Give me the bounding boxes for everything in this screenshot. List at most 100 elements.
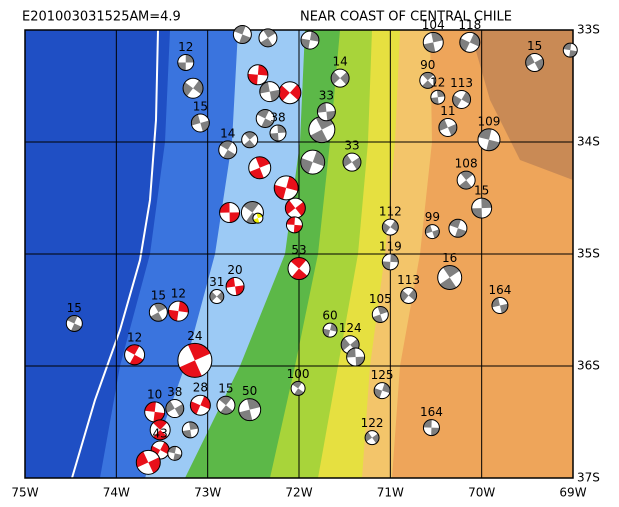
beachball-outline <box>135 449 161 475</box>
depth-label: 108 <box>455 157 478 171</box>
beachball-dilatation <box>144 410 155 422</box>
beachball-outline <box>177 53 195 71</box>
title-region: NEAR COAST OF CENTRAL CHILE <box>300 10 512 25</box>
beachball-dilatation <box>321 123 335 142</box>
depth-label: 15 <box>527 39 542 53</box>
y-tick-label: 37S <box>577 471 600 485</box>
beachball-dilatation <box>229 202 240 213</box>
beachball-dilatation <box>402 287 414 296</box>
beachball-dilatation <box>182 421 191 432</box>
beachball-dilatation <box>344 335 358 345</box>
focal-mechanism <box>422 31 444 53</box>
beachball-outline <box>290 380 306 396</box>
beachball-dilatation <box>227 142 237 155</box>
beachball-dilatation <box>225 398 235 411</box>
beachball-dilatation <box>437 96 445 105</box>
beachball-dilatation <box>488 129 500 143</box>
depth-label: 15 <box>474 184 489 198</box>
beachball-dilatation <box>150 422 161 438</box>
focal-mechanism <box>216 395 236 415</box>
depth-label: 99 <box>425 210 440 224</box>
focal-mechanism <box>177 342 213 378</box>
focal-mechanism <box>290 380 306 396</box>
focal-mechanism <box>437 265 463 291</box>
focal-mechanism <box>400 286 418 304</box>
beachball-dilatation <box>453 90 467 100</box>
depth-label: 15 <box>67 301 82 315</box>
depth-label: 12 <box>171 287 186 301</box>
depth-label: 113 <box>397 273 420 287</box>
focal-mechanism <box>373 382 391 400</box>
focal-mechanism <box>330 68 350 88</box>
beachball-dilatation <box>366 437 377 445</box>
beachball-dilatation <box>256 114 266 127</box>
beachball-dilatation <box>166 408 180 418</box>
depth-label: 43 <box>153 427 168 441</box>
focal-mechanism <box>525 52 545 72</box>
beachball-dilatation <box>187 88 202 99</box>
beachball-dilatation <box>498 297 508 306</box>
focal-mechanism <box>241 131 259 149</box>
beachball-dilatation <box>211 296 222 304</box>
beachball-dilatation <box>492 305 502 314</box>
depth-label: 164 <box>420 405 443 419</box>
beachball-dilatation <box>460 32 475 43</box>
focal-mechanism <box>346 347 366 367</box>
beachball-outline <box>252 212 264 224</box>
depth-label: 15 <box>218 382 233 396</box>
depth-label: 15 <box>151 289 166 303</box>
beachball-outline <box>240 201 264 225</box>
focal-mechanism <box>252 212 264 224</box>
title-magnitude: M=4.9 <box>138 10 181 25</box>
beachball-dilatation <box>160 422 171 437</box>
beachball-dilatation <box>291 384 299 395</box>
beachball-outline <box>124 344 146 366</box>
focal-mechanism <box>232 24 252 44</box>
depth-label: 14 <box>332 55 347 69</box>
beachball-dilatation <box>249 134 258 146</box>
beachball-dilatation <box>154 401 165 414</box>
beachball-dilatation <box>563 49 571 58</box>
x-tick-label: 75W <box>11 486 38 500</box>
beachball-outline <box>300 30 320 50</box>
beachball-outline <box>149 419 171 441</box>
y-tick-label: 36S <box>577 359 600 373</box>
beachball-dilatation <box>437 267 450 285</box>
focal-mechanism <box>248 156 272 180</box>
focal-mechanism <box>247 64 269 86</box>
beachball-outline <box>364 430 380 446</box>
beachball-outline <box>322 322 338 338</box>
beachball-dilatation <box>481 207 492 219</box>
focal-mechanism <box>190 113 210 133</box>
beachball-dilatation <box>308 40 319 50</box>
focal-mechanism <box>144 401 166 423</box>
beachball-dilatation <box>465 42 479 53</box>
depth-label: 100 <box>287 367 310 381</box>
x-tick-label: 73W <box>194 486 221 500</box>
beachball-dilatation <box>433 40 444 53</box>
beachball-outline <box>330 68 350 88</box>
depth-label: 38 <box>167 385 182 399</box>
beachball-dilatation <box>257 74 268 85</box>
beachball-outline <box>371 305 389 323</box>
title-id: E201003031525A <box>22 10 138 25</box>
beachball-outline <box>189 394 211 416</box>
depth-label: 119 <box>379 239 402 253</box>
focal-mechanism <box>259 81 281 103</box>
beachball-outline <box>459 31 481 53</box>
depth-label: 104 <box>422 18 445 32</box>
depth-label: 12 <box>127 330 142 344</box>
focal-mechanism <box>562 42 578 58</box>
depth-label: 24 <box>187 329 202 343</box>
beachball-dilatation <box>449 270 462 288</box>
map-frame <box>24 29 574 479</box>
beachball-outline <box>165 399 185 419</box>
beachball-dilatation <box>185 62 194 71</box>
focal-mechanism <box>438 117 458 137</box>
beachball-dilatation <box>143 450 160 463</box>
focal-mechanism <box>273 175 299 201</box>
beachball-outline <box>373 382 391 400</box>
beachball-dilatation <box>168 301 180 312</box>
beachball-outline <box>190 113 210 133</box>
focal-mechanism <box>65 314 83 332</box>
